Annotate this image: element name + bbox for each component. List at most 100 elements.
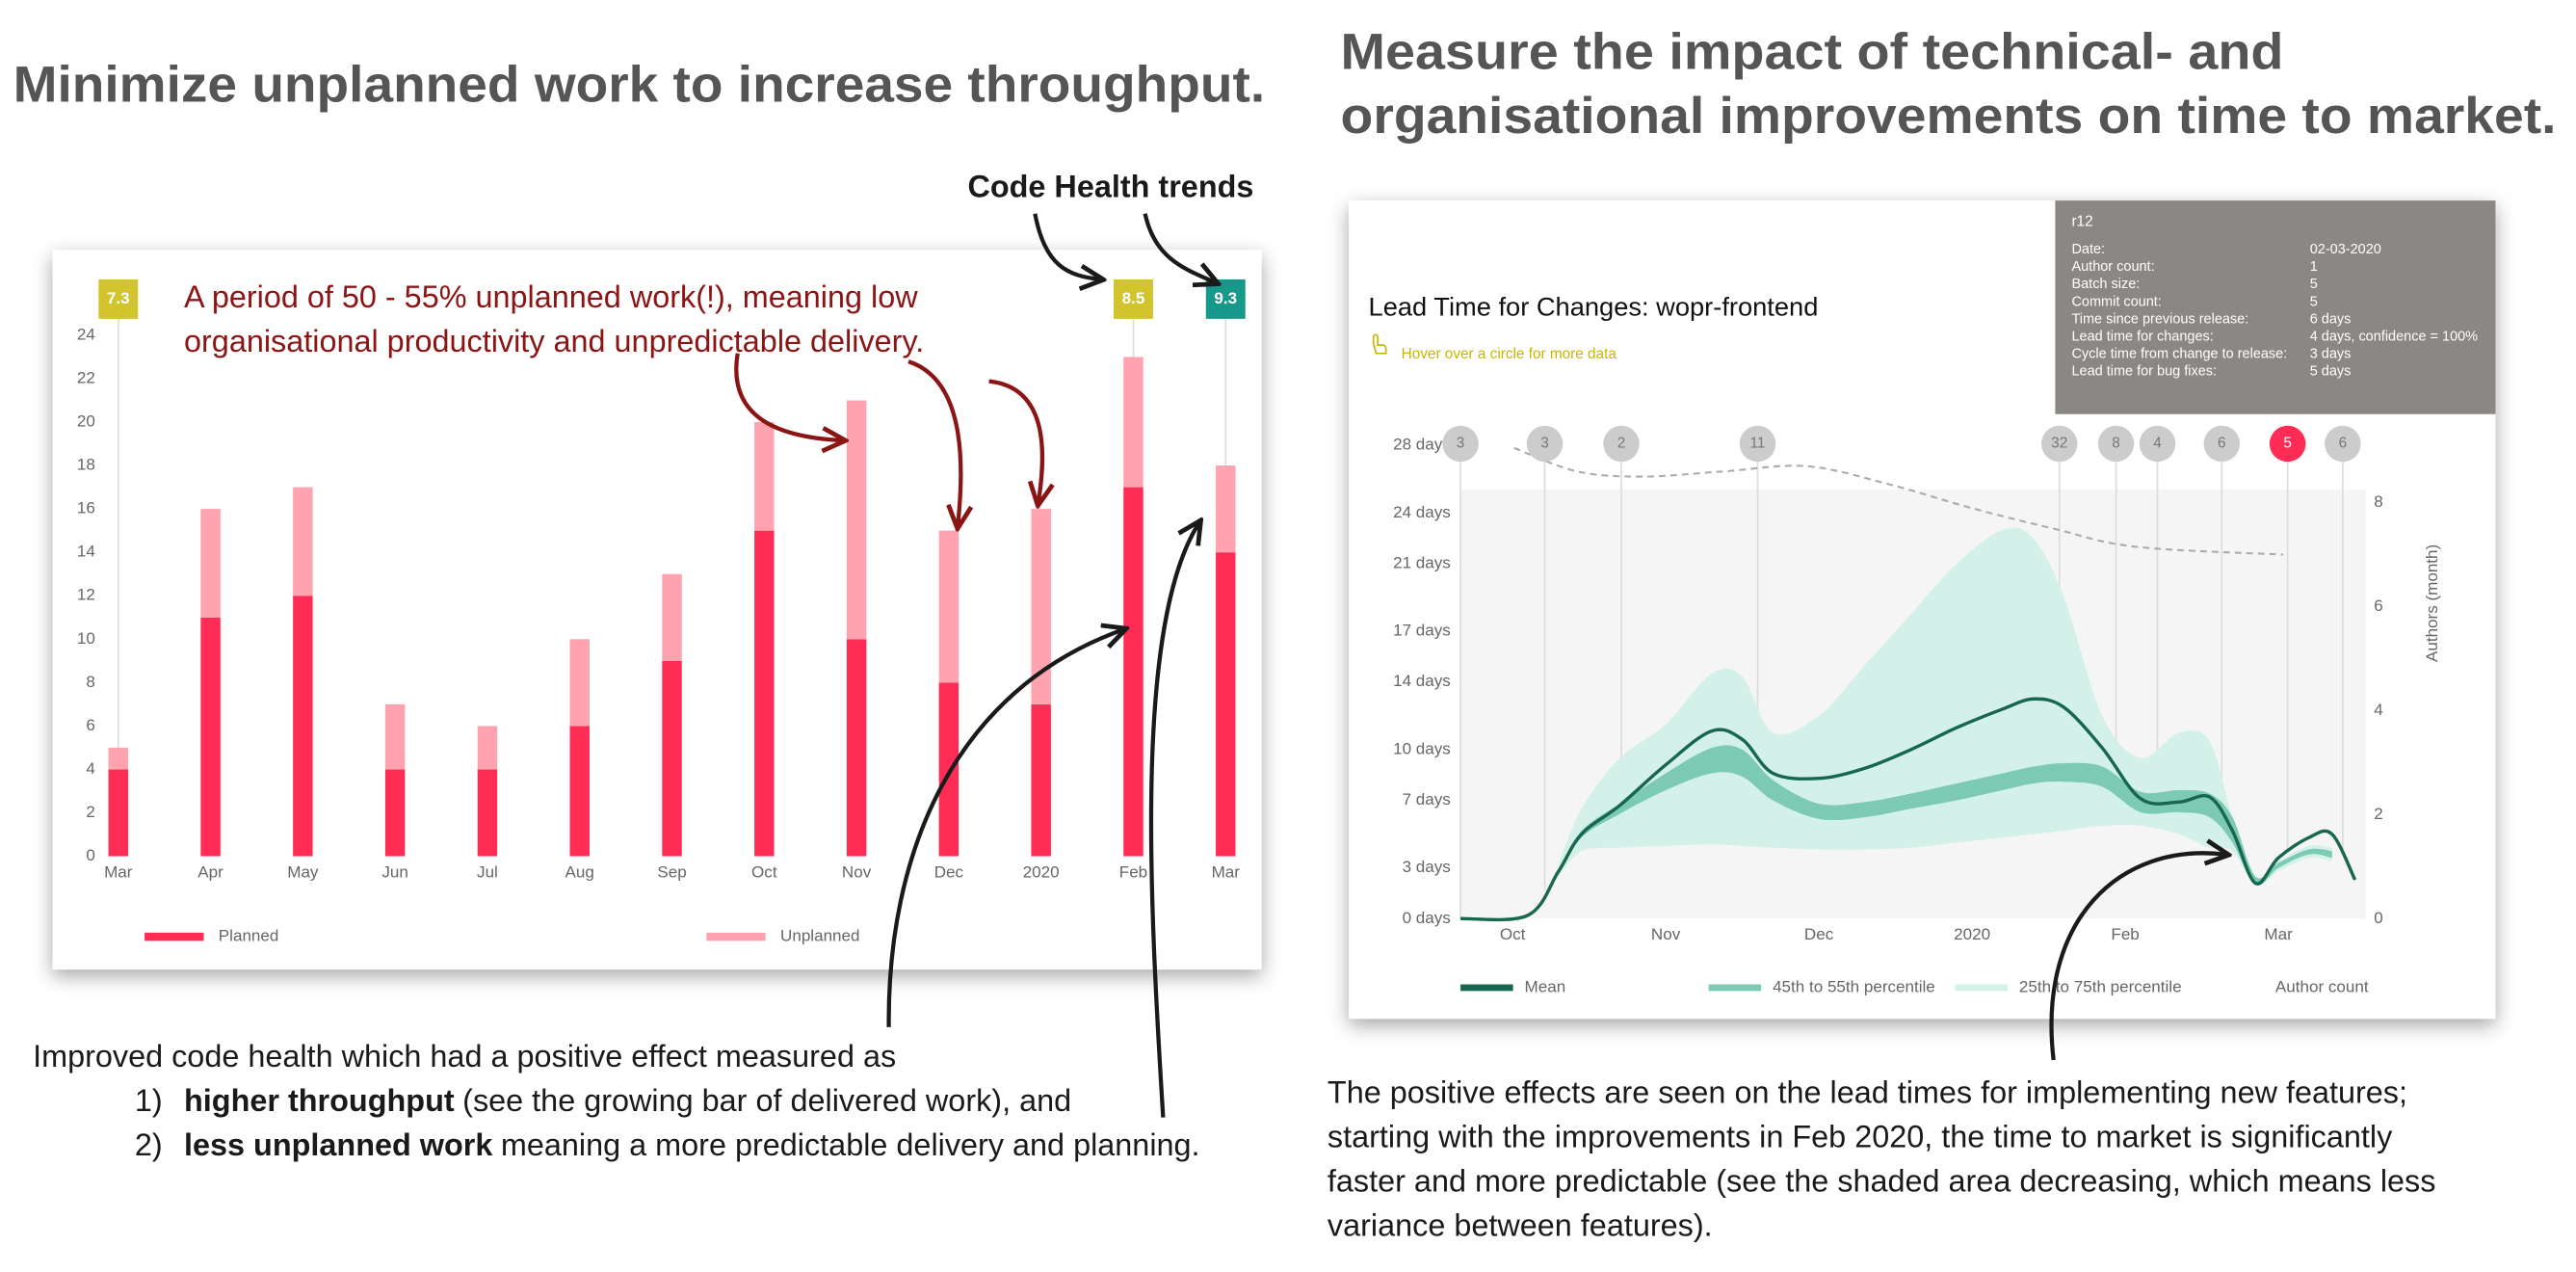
- tooltip-label: Commit count:: [2071, 294, 2161, 309]
- item-rest: (see the growing bar of delivered work),…: [462, 1083, 1071, 1118]
- bar: [938, 682, 959, 857]
- y-tick-label: 3 days: [1403, 858, 1451, 876]
- x-tick-label: Dec: [934, 863, 964, 882]
- x-tick-label: Apr: [197, 863, 223, 882]
- percentile-band: [1558, 745, 2332, 886]
- tooltip-label: Lead time for changes:: [2071, 329, 2213, 344]
- y2-tick-label: 0: [2374, 909, 2382, 927]
- x-tick-label: May: [287, 863, 319, 882]
- arrow: [886, 629, 1124, 1027]
- code-health-value: 9.3: [1214, 289, 1237, 307]
- release-label: 5: [2283, 436, 2292, 452]
- legend-label: Mean: [1525, 977, 1566, 995]
- tooltip-value: 1: [2310, 259, 2318, 275]
- note-line: The positive effects are seen on the lea…: [1327, 1074, 2407, 1109]
- y-tick-label: 24: [77, 325, 95, 343]
- tooltip-label: Lead time for bug fixes:: [2071, 364, 2217, 380]
- x-tick-label: Feb: [2111, 925, 2139, 943]
- bar: [938, 530, 959, 683]
- y-tick-label: 28 days: [1393, 436, 1451, 454]
- x-tick-label: Nov: [842, 863, 872, 882]
- bar: [569, 639, 590, 727]
- item-bold: higher throughput: [184, 1083, 455, 1118]
- tooltip-title: r12: [2071, 213, 2092, 229]
- code-health-badge: [1114, 278, 1153, 319]
- tooltip: [2055, 200, 2496, 414]
- code-health-value: 8.5: [1122, 289, 1145, 307]
- release-label: 11: [1750, 436, 1766, 452]
- bar: [754, 530, 775, 857]
- x-tick-label: Oct: [1500, 925, 1526, 943]
- tooltip-label: Time since previous release:: [2071, 311, 2248, 327]
- release-label: 6: [2218, 436, 2226, 452]
- tooltip-value: 5: [2310, 294, 2318, 309]
- y2-tick-label: 6: [2374, 596, 2382, 615]
- x-tick-label: Feb: [1119, 863, 1147, 882]
- x-tick-label: Sep: [657, 863, 686, 882]
- y-tick-label: 10 days: [1393, 739, 1451, 757]
- bar: [293, 596, 313, 857]
- y-tick-label: 2: [86, 803, 94, 821]
- release-marker: [2269, 425, 2306, 463]
- bar: [1216, 465, 1236, 553]
- release-label: 2: [1617, 436, 1626, 452]
- y-tick-label: 20: [77, 412, 95, 431]
- bar: [1123, 487, 1143, 857]
- y-tick-label: 12: [77, 586, 95, 604]
- tooltip-label: Date:: [2071, 242, 2105, 257]
- bar: [200, 509, 221, 618]
- bar: [1031, 509, 1051, 704]
- y-tick-label: 8: [86, 673, 94, 691]
- arrow: [734, 353, 843, 440]
- tooltip-value: 3 days: [2310, 347, 2352, 362]
- right-heading: Measure the impact of technical- and: [1341, 24, 2284, 81]
- note-line: starting with the improvements in Feb 20…: [1327, 1119, 2393, 1153]
- bar-chart-card: [52, 250, 1262, 970]
- release-marker: [2097, 425, 2135, 463]
- y2-tick-label: 4: [2374, 701, 2382, 719]
- bar: [569, 726, 590, 857]
- arrow: [2049, 853, 2226, 1061]
- release-marker: [1739, 425, 1776, 463]
- code-health-value: 7.3: [107, 289, 130, 307]
- tooltip-value: 5 days: [2310, 364, 2352, 380]
- y2-axis-label: Authors (month): [2423, 544, 2441, 662]
- bar: [384, 703, 406, 770]
- bar: [1123, 357, 1143, 488]
- release-label: 3: [1540, 436, 1549, 452]
- item-number: 2): [135, 1127, 163, 1162]
- bar: [108, 769, 129, 857]
- y2-tick-label: 2: [2374, 805, 2382, 823]
- bar: [293, 487, 313, 596]
- arrow: [1033, 213, 1100, 279]
- tooltip-label: Author count:: [2071, 259, 2154, 275]
- legend-label: 45th to 55th percentile: [1773, 977, 1935, 995]
- chart-title: Lead Time for Changes: wopr-frontend: [1369, 291, 1819, 321]
- tooltip-label: Batch size:: [2071, 277, 2140, 292]
- note-item: 1) higher throughput (see the growing bar …: [135, 1083, 1071, 1118]
- release-label: 8: [2112, 436, 2120, 452]
- y-tick-label: 14 days: [1393, 672, 1451, 690]
- x-tick-label: Dec: [1804, 925, 1834, 943]
- bar: [846, 400, 867, 640]
- right-heading: organisational improvements on time to m…: [1341, 88, 2557, 145]
- tooltip-value: 4 days, confidence = 100%: [2310, 329, 2478, 344]
- y-tick-label: 24 days: [1393, 503, 1451, 521]
- bar: [477, 726, 498, 770]
- tooltip-value: 02-03-2020: [2310, 242, 2381, 257]
- left-heading: Minimize unplanned work to increase thro…: [13, 57, 1265, 114]
- y-tick-label: 17 days: [1393, 622, 1451, 640]
- x-tick-label: Jul: [477, 863, 498, 882]
- bar: [846, 639, 867, 857]
- x-tick-label: Aug: [565, 863, 594, 882]
- legend-label: Unplanned: [780, 927, 859, 945]
- code-health-label: Code Health trends: [967, 170, 1253, 204]
- note-line: variance between features).: [1327, 1207, 1713, 1242]
- legend-label: Author count: [2275, 977, 2369, 995]
- x-tick-label: Mar: [2264, 925, 2293, 943]
- y-tick-label: 18: [77, 456, 95, 474]
- note-line: faster and more predictable (see the sha…: [1327, 1163, 2436, 1198]
- bar: [1031, 703, 1051, 857]
- release-label: 6: [2339, 436, 2348, 452]
